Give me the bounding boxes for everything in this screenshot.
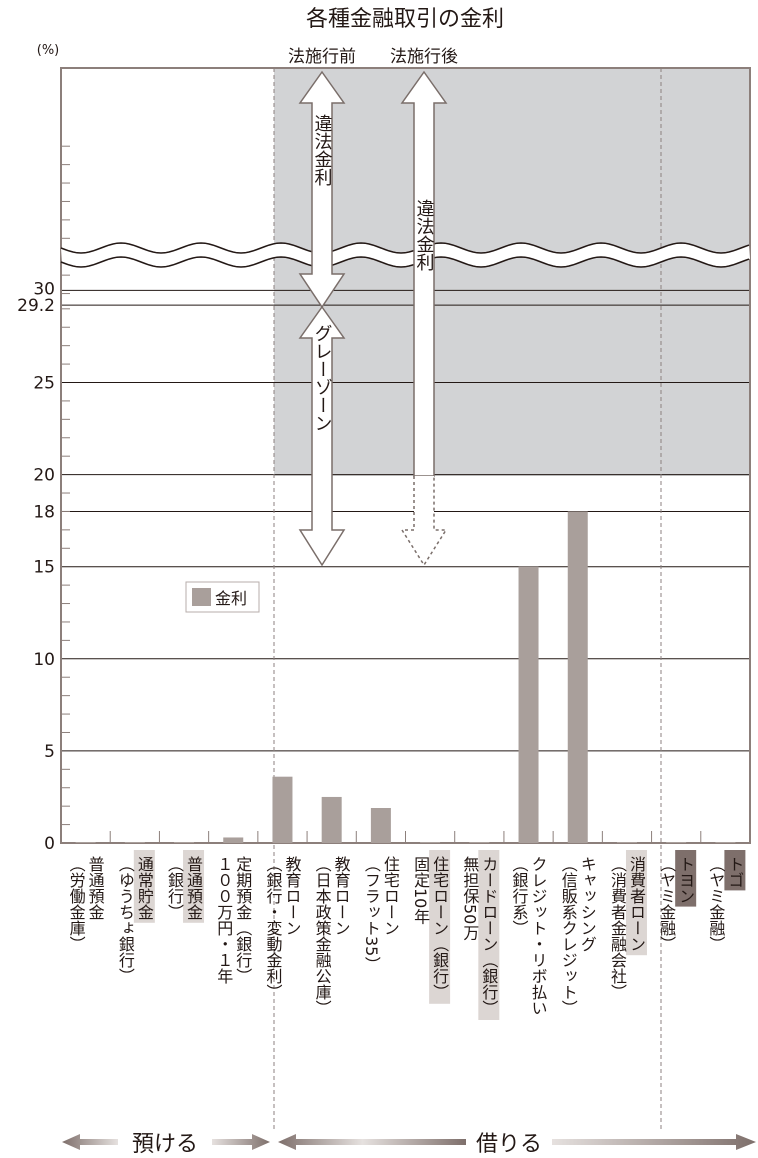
bar (75, 842, 96, 843)
bar (518, 566, 539, 843)
category-label: 無担保50万 (460, 856, 479, 941)
category-label-box (675, 850, 697, 907)
arrow-before-law (298, 70, 346, 567)
bar (715, 842, 736, 843)
category-label: （フラット35） (362, 856, 381, 972)
category-label-box (724, 850, 746, 891)
category-label: 教育ローン (282, 856, 301, 936)
y-tick-label: 5 (44, 742, 55, 762)
deposit-group-label: 預ける (132, 1132, 198, 1157)
category-label: （信販系クレジット） (559, 856, 578, 1016)
gray-zone-label: グレーゾーン (312, 324, 333, 432)
category-label: 住宅ローン（銀行） (430, 856, 449, 1000)
y-unit-label: (%) (37, 43, 60, 58)
y-minor-ticks (61, 145, 70, 826)
category-label-box (133, 850, 155, 923)
bar (420, 842, 441, 843)
bar (616, 842, 637, 843)
category-label: （ヤミ金融） (706, 856, 725, 952)
after-law-label: 法施行後 (390, 47, 458, 67)
y-tick-label: 25 (33, 374, 55, 394)
category-label: （ヤミ金融） (657, 856, 676, 952)
category-label: （ゆうちょ銀行） (116, 856, 135, 984)
illegal-rate-label-before: 違法金利 (312, 114, 333, 186)
category-label: 定期預金（銀行） (233, 856, 252, 984)
category-label: トゴ (725, 856, 744, 888)
legend-swatch (192, 588, 211, 606)
category-label: １００万円・１年 (214, 856, 233, 984)
category-label-box (478, 850, 500, 1020)
arrow-after-law (400, 70, 448, 567)
chart-title: 各種金融取引の金利 (306, 7, 504, 32)
y-tick-label: 18 (33, 502, 55, 522)
bar (223, 837, 244, 843)
legend: 金利 (185, 581, 260, 613)
category-label: （日本政策金融公庫） (313, 856, 332, 1016)
bar (321, 796, 342, 843)
bar (174, 842, 195, 843)
category-label-box (183, 850, 205, 923)
y-tick-label: 0 (44, 834, 55, 854)
x-category-labels: 普通預金（労働金庫） 通常貯金（ゆうちょ銀行） 普通預金（銀行） 定期預金（銀行）１０… (67, 850, 746, 1020)
borrow-arrow-right (552, 1134, 756, 1150)
bar (666, 842, 687, 843)
category-label: （銀行・変動金利） (263, 856, 282, 1000)
category-label: （消費者金融会社） (608, 856, 627, 1000)
gridlines (61, 289, 750, 752)
gray-zone-shade (274, 68, 750, 476)
bar (469, 842, 490, 843)
y-tick-label: 29.2 (17, 296, 55, 316)
bar (370, 808, 391, 843)
category-label: 教育ローン (332, 856, 351, 936)
bar (272, 776, 293, 843)
category-label: 消費者ローン (627, 856, 646, 952)
illegal-rate-label-after: 違法金利 (414, 199, 435, 271)
y-tick-label: 15 (33, 558, 55, 578)
axis-break-wave (60, 242, 750, 268)
category-label: トヨン (676, 856, 695, 904)
y-tick-label: 20 (33, 466, 55, 486)
legend-label: 金利 (215, 589, 247, 608)
bars (75, 511, 736, 843)
category-label-box (429, 850, 451, 1004)
category-label: カードローン（銀行） (479, 856, 498, 1016)
category-label: キャッシング (578, 856, 597, 952)
category-label-box (625, 850, 647, 956)
category-label: （労働金庫） (67, 856, 86, 952)
bar (567, 511, 588, 843)
deposit-arrow-left (62, 1134, 118, 1150)
category-label: （銀行） (165, 856, 184, 920)
category-label: クレジット・リボ払い (529, 856, 548, 1016)
category-label: （銀行系） (510, 856, 529, 936)
borrow-group-label: 借りる (476, 1132, 542, 1157)
borrow-arrow (278, 1134, 466, 1150)
bar (124, 842, 145, 843)
arrow-grayzone-after (402, 476, 446, 565)
deposit-arrow-right (212, 1134, 270, 1150)
category-label: 普通預金 (184, 856, 203, 920)
category-label: 普通預金 (86, 856, 105, 920)
y-tick-labels: 0 5 10 15 18 20 25 29.230 (17, 279, 55, 854)
y-tick-label: 30 (33, 279, 55, 299)
group-arrows: 預ける 借りる (62, 1132, 756, 1157)
category-label: 通常貯金 (135, 856, 154, 920)
category-label: 住宅ローン (381, 856, 400, 936)
before-law-label: 法施行前 (288, 47, 356, 67)
category-label: 固定10年 (411, 856, 430, 924)
y-tick-label: 10 (33, 650, 55, 670)
arrow-grayzone-before (298, 305, 346, 567)
